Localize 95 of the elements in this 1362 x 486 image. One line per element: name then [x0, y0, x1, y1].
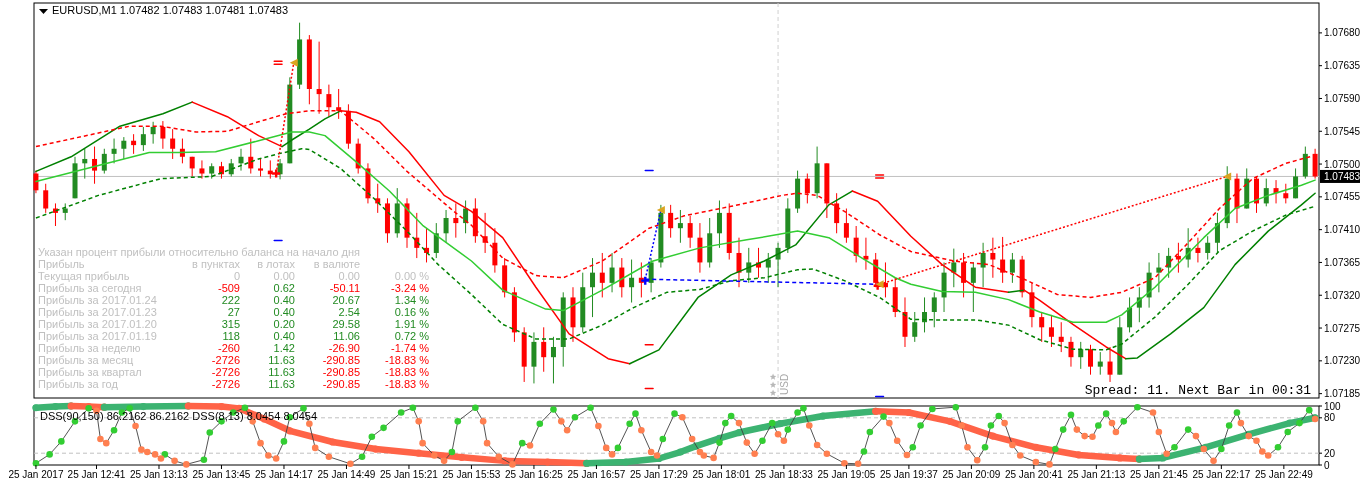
data-label: -3.24 % [391, 282, 430, 294]
category-label: Прибыль за год [38, 378, 119, 390]
x-tick-label: 25 Jan 19:05 [817, 469, 876, 480]
category-label: Прибыль за сегодня [38, 282, 142, 294]
data-label: 0.40 [273, 306, 295, 318]
data-label: 315 [221, 318, 240, 330]
chart-title: EURUSD,M1 1.07482 1.07483 1.07481 1.07483 [52, 4, 289, 16]
data-label: -18.83 % [384, 354, 430, 366]
x-tick-label: 25 Jan 21:13 [1067, 469, 1126, 480]
data-label: -2726 [211, 378, 240, 390]
x-tick-label: 25 Jan 22:17 [1192, 469, 1251, 480]
data-label: 0.62 [273, 282, 295, 294]
data-label: -260 [217, 342, 240, 354]
y-tick-label: 1.07635 [1324, 60, 1361, 72]
y-tick-label: 1.07590 [1324, 92, 1361, 104]
data-label: 0.72 % [394, 330, 430, 342]
data-label: 11.63 [268, 366, 295, 378]
data-label: 29.58 [332, 318, 360, 330]
data-label: 2.54 [338, 306, 360, 318]
category-label: Прибыль за квартал [38, 366, 142, 378]
x-tick-label: 25 Jan 16:57 [567, 469, 626, 480]
y-tick-label: 20 [1324, 447, 1336, 459]
y-tick-label: 1.07455 [1324, 191, 1361, 203]
data-label: -290.85 [322, 354, 360, 366]
x-tick-label: 25 Jan 18:33 [754, 469, 814, 480]
y-tick-label: 1.07410 [1324, 224, 1361, 236]
category-label: Прибыль за месяц [38, 354, 134, 366]
data-label: -2726 [211, 366, 240, 378]
y-tick-label: 1.07275 [1324, 322, 1361, 334]
y-tick-label: 1.07500 [1324, 158, 1361, 170]
text: Указан процент прибыли относительно баланса на начало дня [38, 246, 361, 258]
data-label: 20.67 [332, 294, 360, 306]
text: в валюте [313, 258, 360, 270]
data-label: -26.90 [328, 342, 360, 354]
data-label: 0.40 [273, 330, 295, 342]
x-tick-label: 25 Jan 21:45 [1129, 469, 1189, 480]
data-label: 27 [227, 306, 240, 318]
x-tick-label: 25 Jan 19:37 [879, 469, 939, 480]
data-label: 11.63 [268, 378, 295, 390]
data-label: -290.85 [322, 378, 360, 390]
category-label: Текущая прибыль [38, 270, 130, 282]
data-label: 1.34 % [394, 294, 430, 306]
data-label: -1.74 % [391, 342, 430, 354]
x-tick-label: 25 Jan 15:53 [442, 469, 501, 480]
x-tick-label: 25 Jan 13:13 [130, 469, 189, 480]
x-tick-label: 25 Jan 22:49 [1254, 469, 1314, 480]
category-label: Прибыль за 2017.01.19 [38, 330, 157, 342]
x-tick-label: 25 Jan 16:25 [505, 469, 564, 480]
y-tick-label: 1.07230 [1324, 355, 1361, 367]
data-label: -18.83 % [384, 366, 430, 378]
y-tick-label: 1.07365 [1324, 256, 1361, 268]
y-tick-label: 1.07545 [1324, 125, 1361, 137]
x-tick-label: 25 Jan 12:41 [67, 469, 126, 480]
data-label: 0.00 % [394, 270, 430, 282]
data-label: 0.00 [338, 270, 360, 282]
annotation: Spread: 11. Next Bar in 00:31 [1084, 383, 1312, 398]
y-tick-label: 0 [1324, 459, 1330, 471]
y-tick-label: 100 [1324, 400, 1342, 412]
text: Прибыль [38, 258, 85, 270]
y-tick-label: 1.07320 [1324, 289, 1361, 301]
ref-line-label: USD [778, 373, 790, 395]
category-label: Прибыль за 2017.01.23 [38, 306, 157, 318]
x-tick-label: 25 Jan 18:01 [692, 469, 751, 480]
data-label: 1.91 % [394, 318, 430, 330]
data-label: 0.00 [273, 270, 295, 282]
data-label: 11.63 [268, 354, 295, 366]
data-label: 0.16 % [394, 306, 430, 318]
category-label: Прибыль за 2017.01.20 [38, 318, 157, 330]
y-tick-label: 80 [1324, 412, 1336, 424]
data-label: 222 [221, 294, 240, 306]
x-tick-label: 25 Jan 2017 [8, 469, 64, 480]
data-label: 0.40 [273, 294, 295, 306]
category-label: Прибыль за 2017.01.24 [38, 294, 157, 306]
data-label: -2726 [211, 354, 240, 366]
data-label: 118 [222, 330, 240, 342]
data-label: -18.83 % [384, 378, 430, 390]
ref-line-label: 1.07483 [1324, 170, 1361, 182]
data-label: 0.20 [273, 318, 295, 330]
x-tick-label: 25 Jan 14:49 [317, 469, 376, 480]
x-tick-label: 25 Jan 14:17 [255, 469, 314, 480]
x-tick-label: 25 Jan 20:09 [942, 469, 1001, 480]
text: в лотах [257, 258, 296, 270]
y-tick-label: 1.07680 [1324, 27, 1361, 39]
data-label: 11.06 [333, 330, 360, 342]
y-tick-label: 1.07185 [1324, 388, 1361, 400]
x-tick-label: 25 Jan 13:45 [192, 469, 251, 480]
data-label: -509 [217, 282, 240, 294]
x-tick-label: 25 Jan 20:41 [1004, 469, 1064, 480]
data-label: -50.11 [329, 282, 360, 294]
category-label: Прибыль за неделю [38, 342, 141, 354]
x-tick-label: 25 Jan 15:21 [380, 469, 439, 480]
text: в пунктах [192, 258, 241, 270]
data-label: 1.42 [273, 342, 295, 354]
data-label: -290.85 [322, 366, 360, 378]
x-tick-label: 25 Jan 17:29 [630, 469, 689, 480]
